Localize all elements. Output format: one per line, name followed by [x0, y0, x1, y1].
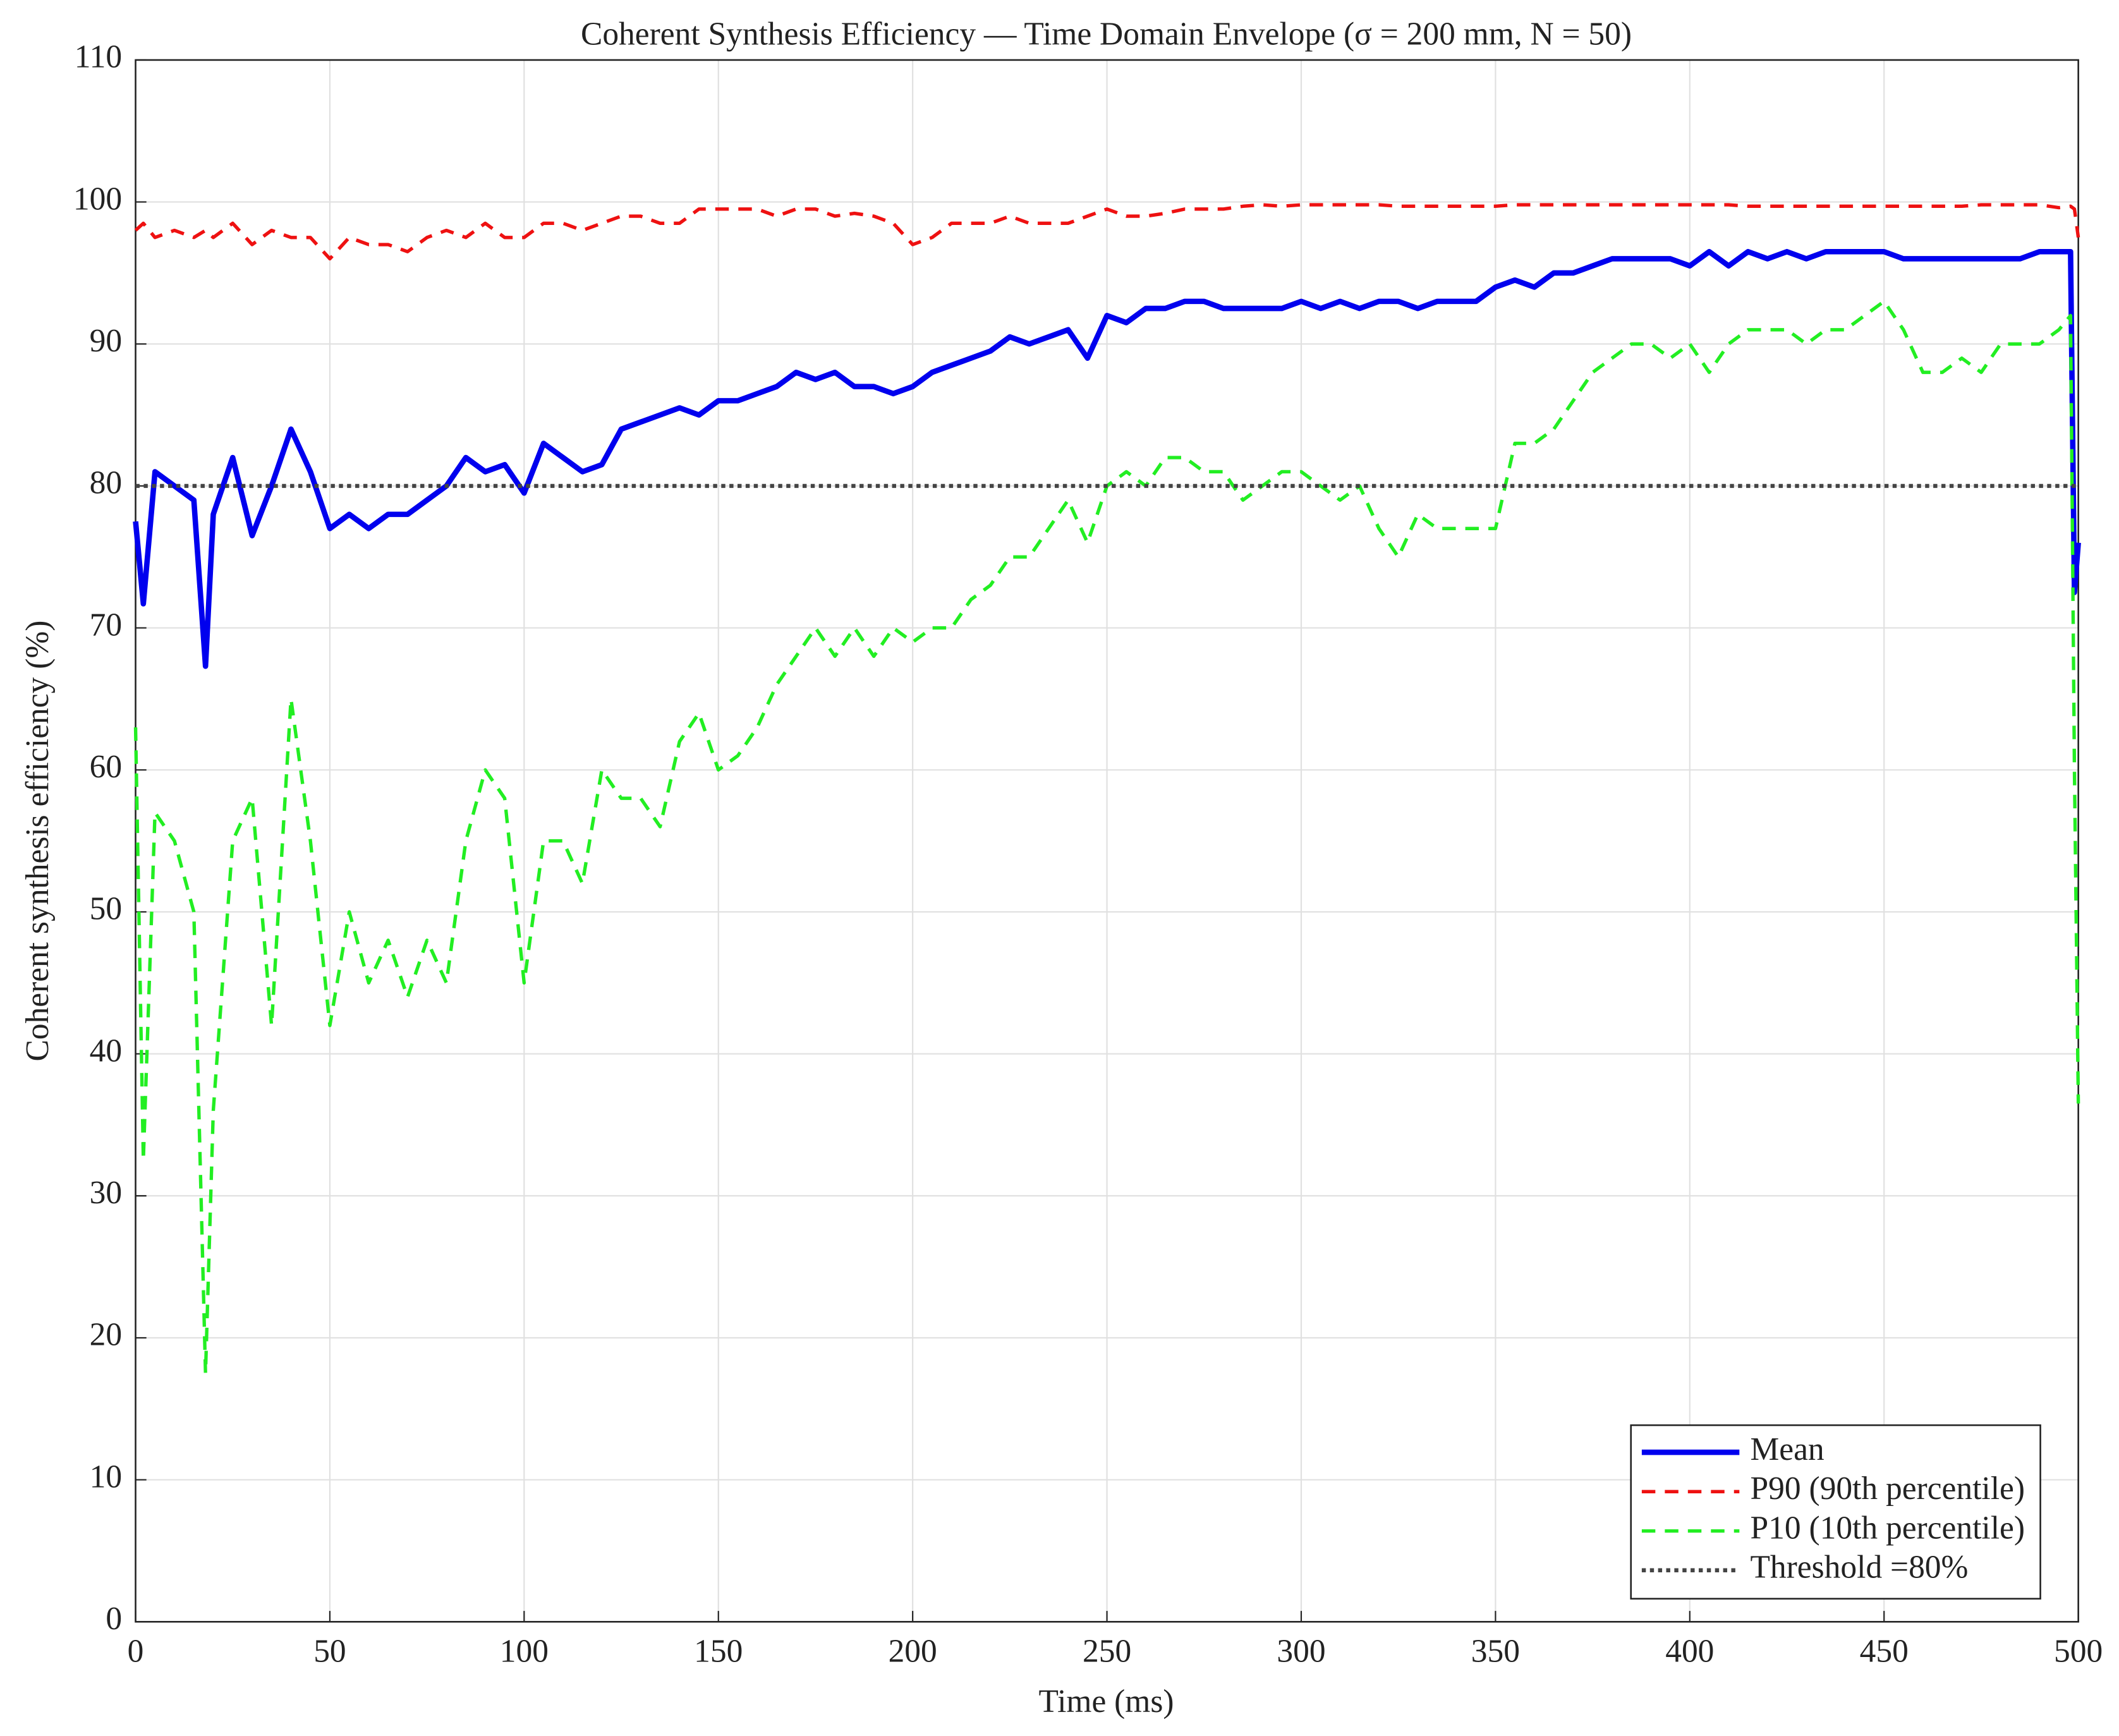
y-tick-label: 30 [90, 1175, 122, 1211]
y-tick-label: 80 [90, 465, 122, 501]
y-axis-label: Coherent synthesis efficiency (%) [20, 621, 56, 1062]
y-tick-label: 50 [90, 891, 122, 927]
y-tick-label: 90 [90, 323, 122, 359]
x-axis-label: Time (ms) [1038, 1684, 1174, 1720]
legend-label: P10 (10th percentile) [1750, 1510, 2024, 1546]
y-tick-label: 0 [106, 1601, 122, 1637]
y-tick-label: 70 [90, 607, 122, 643]
legend-label: Threshold =80% [1750, 1550, 1968, 1586]
x-tick-label: 350 [1471, 1634, 1520, 1670]
x-tick-label: 250 [1083, 1634, 1131, 1670]
x-tick-label: 450 [1860, 1634, 1909, 1670]
legend-label: P90 (90th percentile) [1750, 1471, 2024, 1507]
x-tick-label: 300 [1277, 1634, 1325, 1670]
x-tick-label: 200 [889, 1634, 937, 1670]
y-tick-label: 20 [90, 1317, 122, 1353]
x-tick-label: 0 [128, 1634, 144, 1670]
y-tick-label: 110 [75, 39, 122, 75]
plot-frame [135, 59, 2079, 1623]
legend-label: Mean [1750, 1431, 1824, 1467]
y-tick-label: 40 [90, 1033, 122, 1069]
x-tick-label: 50 [313, 1634, 346, 1670]
y-tick-label: 10 [90, 1459, 122, 1495]
x-tick-label: 150 [694, 1634, 743, 1670]
x-tick-label: 400 [1665, 1634, 1714, 1670]
y-tick-label: 60 [90, 749, 122, 785]
x-tick-label: 100 [500, 1634, 549, 1670]
y-tick-label: 100 [73, 181, 122, 217]
x-tick-label: 500 [2054, 1634, 2103, 1670]
series-line [134, 203, 2080, 261]
series-line [133, 248, 2081, 669]
chart-title: Coherent Synthesis Efficiency — Time Dom… [581, 16, 1632, 52]
